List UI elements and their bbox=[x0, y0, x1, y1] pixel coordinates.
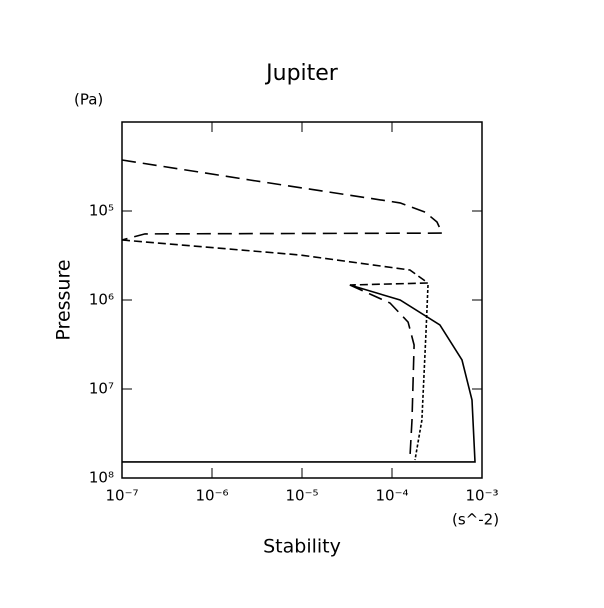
line bbox=[414, 284, 429, 461]
line bbox=[121, 159, 444, 241]
line bbox=[121, 239, 431, 286]
y-unit: (Pa) bbox=[74, 91, 103, 109]
x-tick-label: 10⁻³ bbox=[465, 487, 498, 505]
y-tick-label: 10⁷ bbox=[89, 380, 114, 398]
x-tick-label: 10⁻⁷ bbox=[105, 487, 138, 505]
chart-title: Jupiter bbox=[264, 61, 339, 86]
x-tick-label: 10⁻⁴ bbox=[375, 487, 408, 505]
y-tick-label: 10⁵ bbox=[89, 202, 114, 220]
x-unit: (s^-2) bbox=[452, 511, 499, 529]
y-axis-label: Pressure bbox=[53, 259, 75, 340]
line bbox=[122, 284, 476, 463]
x-tick-label: 10⁻⁵ bbox=[285, 487, 318, 505]
x-axis-label: Stability bbox=[263, 536, 341, 558]
y-tick-label: 10⁶ bbox=[89, 291, 114, 309]
x-tick-label: 10⁻⁶ bbox=[195, 487, 228, 505]
line bbox=[349, 284, 415, 459]
y-tick-label: 10⁸ bbox=[89, 469, 114, 487]
